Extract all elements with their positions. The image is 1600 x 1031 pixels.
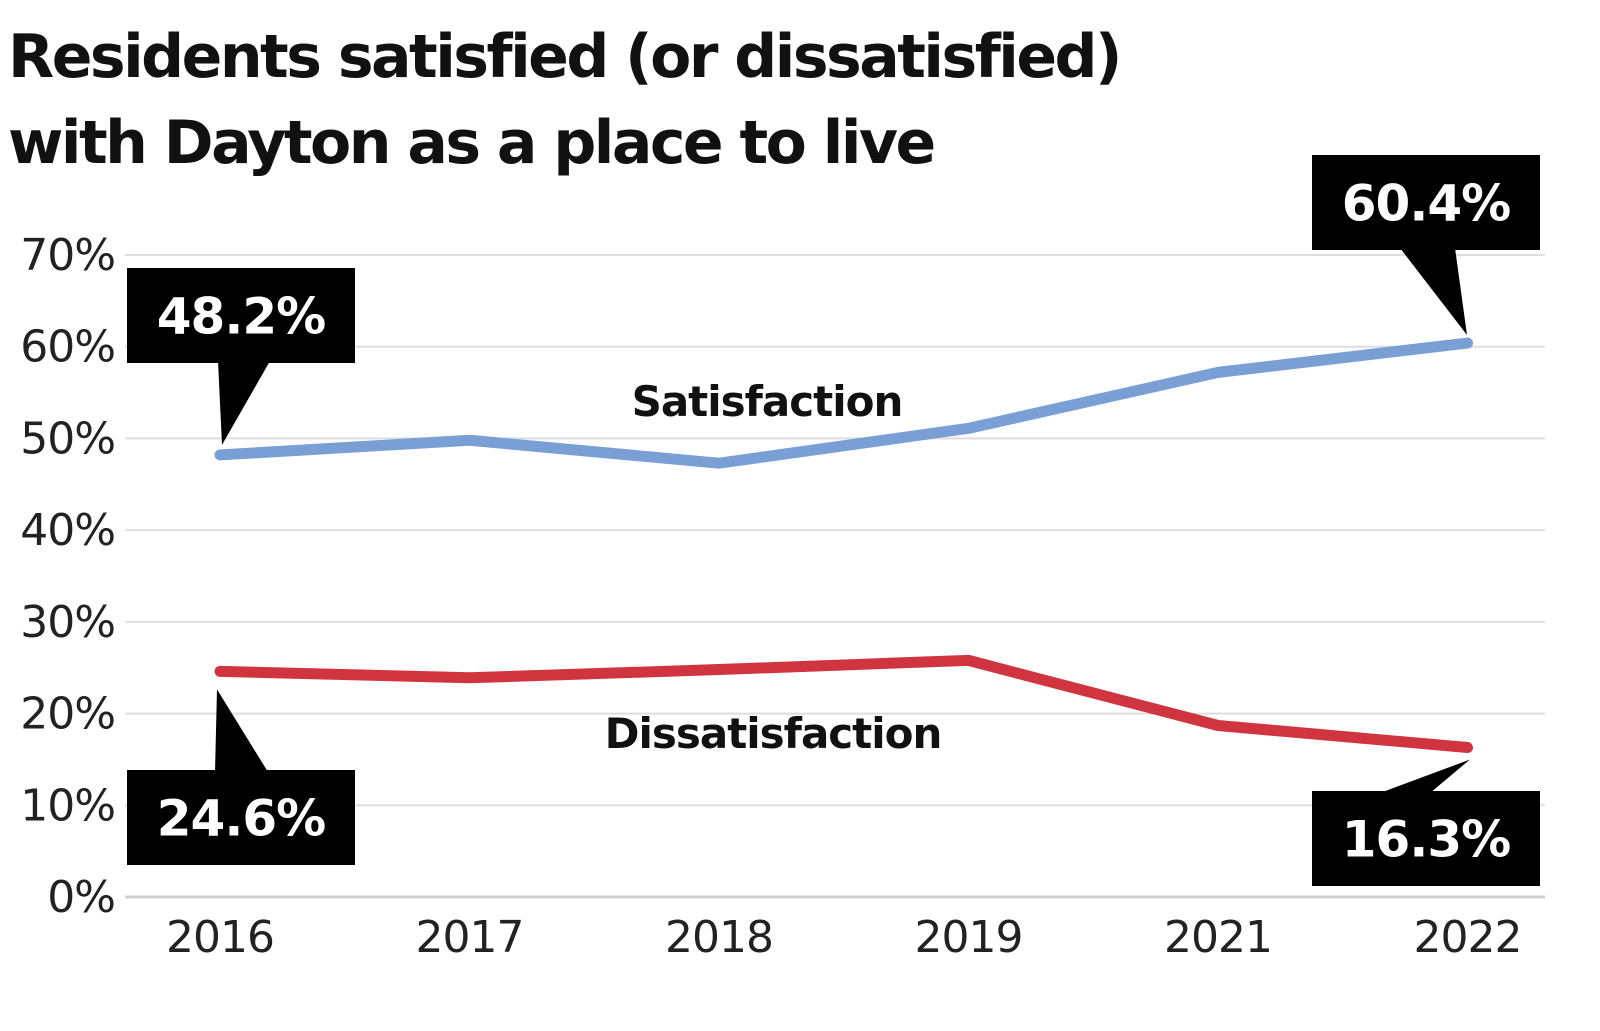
x-tick-label: 2022: [1414, 912, 1522, 963]
callout-pointer: [215, 689, 268, 772]
y-tick-label: 50%: [20, 413, 115, 464]
callout-dissatisfaction-2022: 16.3%: [1312, 759, 1540, 886]
chart-title-line-1: Residents satisfied (or dissatisfied): [8, 22, 1122, 92]
callout-box: [1312, 791, 1540, 886]
y-tick-label: 10%: [20, 780, 115, 831]
series-label-dissatisfaction: Dissatisfaction: [605, 709, 942, 758]
callout-box: [1312, 155, 1540, 250]
series-line-dissatisfaction: [214, 654, 1473, 754]
y-tick-label: 30%: [20, 597, 115, 648]
x-tick-label: 2016: [166, 912, 274, 963]
chart-title: Residents satisfied (or dissatisfied) wi…: [8, 14, 1122, 186]
callout-pointer: [1380, 759, 1470, 793]
callout-value: 48.2%: [157, 288, 325, 346]
x-axis: 2016 2017 2018 2019 2021 2022: [166, 912, 1522, 963]
y-tick-label: 70%: [20, 230, 115, 281]
callout-value: 24.6%: [157, 790, 325, 848]
callout-box: [127, 268, 355, 363]
x-tick-label: 2021: [1164, 912, 1272, 963]
value-callouts: 48.2% 60.4% 24.6% 16.3%: [127, 155, 1540, 886]
callout-pointer: [218, 361, 270, 445]
callout-pointer: [1400, 248, 1467, 336]
gridlines: [125, 254, 1545, 899]
series-labels: Satisfaction Dissatisfaction: [605, 377, 943, 758]
callout-value: 60.4%: [1342, 175, 1510, 233]
series-line-satisfaction: [214, 337, 1473, 469]
y-tick-label: 20%: [20, 689, 115, 740]
x-tick-label: 2017: [416, 912, 524, 963]
y-axis: 0% 10% 20% 30% 40% 50% 60% 70%: [20, 230, 116, 923]
x-tick-label: 2018: [665, 912, 773, 963]
callout-satisfaction-2016: 48.2%: [127, 268, 355, 445]
series-lines: [214, 337, 1473, 754]
callout-dissatisfaction-2016: 24.6%: [127, 689, 355, 865]
y-tick-label: 40%: [20, 505, 115, 556]
callout-value: 16.3%: [1342, 811, 1510, 869]
y-tick-label: 0%: [47, 872, 115, 923]
callout-box: [127, 770, 355, 865]
x-tick-label: 2019: [915, 912, 1023, 963]
series-label-satisfaction: Satisfaction: [632, 377, 903, 426]
y-tick-label: 60%: [20, 322, 115, 373]
callout-satisfaction-2022: 60.4%: [1312, 155, 1540, 336]
chart-title-line-2: with Dayton as a place to live: [8, 108, 936, 178]
